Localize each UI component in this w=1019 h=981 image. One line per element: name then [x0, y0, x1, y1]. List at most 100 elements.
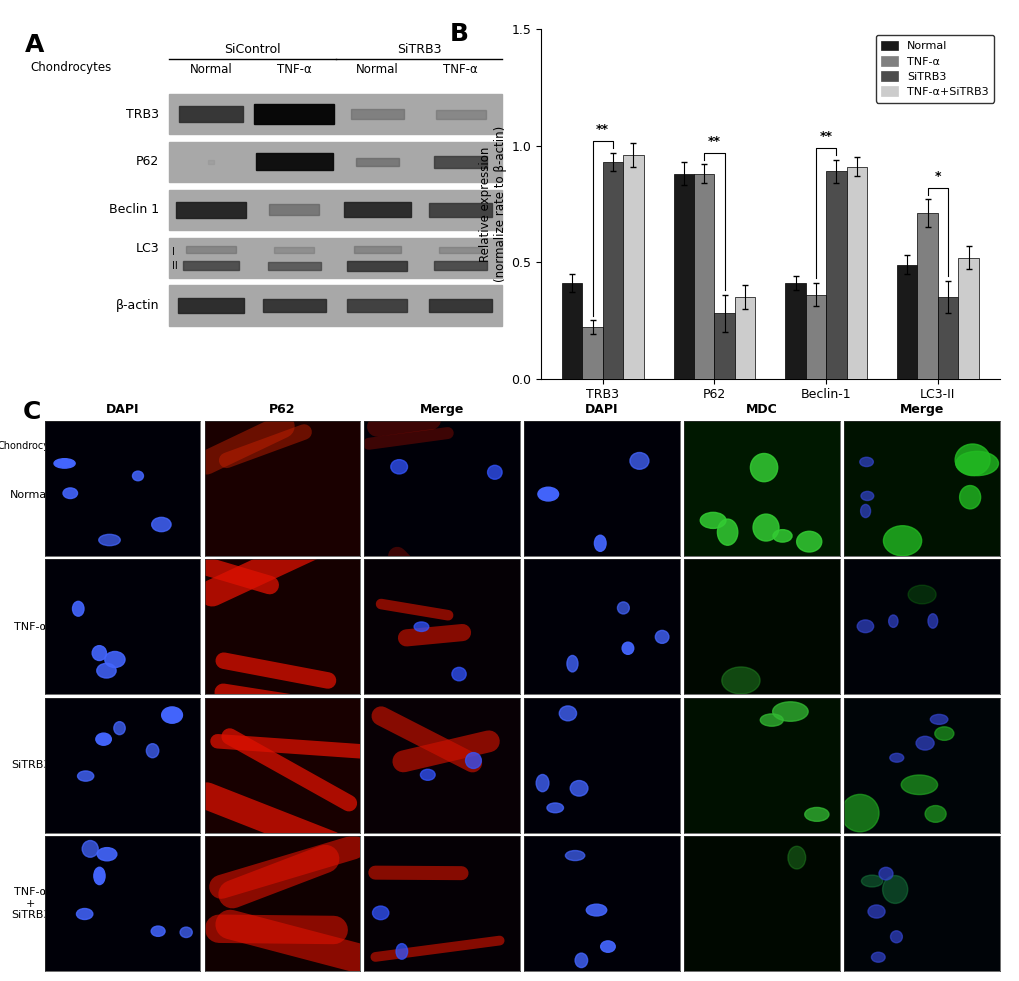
Ellipse shape [881, 876, 907, 904]
Bar [429, 298, 492, 312]
Text: Beclin 1: Beclin 1 [109, 203, 159, 216]
Ellipse shape [451, 667, 466, 681]
Ellipse shape [861, 875, 881, 887]
Ellipse shape [933, 727, 953, 741]
Ellipse shape [954, 444, 989, 476]
Text: Merge: Merge [420, 403, 464, 416]
Bar [561, 284, 582, 379]
Ellipse shape [882, 526, 921, 556]
Ellipse shape [63, 488, 77, 498]
Ellipse shape [372, 906, 388, 920]
Ellipse shape [927, 614, 936, 628]
Text: SiControl: SiControl [224, 42, 280, 56]
Bar [176, 202, 246, 218]
Ellipse shape [929, 714, 947, 724]
Ellipse shape [96, 733, 111, 746]
Ellipse shape [570, 781, 587, 797]
Ellipse shape [750, 453, 776, 482]
Bar [438, 246, 482, 252]
Ellipse shape [546, 803, 562, 812]
Bar [693, 174, 713, 379]
Ellipse shape [72, 601, 84, 616]
Ellipse shape [586, 904, 606, 916]
Ellipse shape [716, 519, 737, 545]
Bar [274, 246, 314, 252]
Bar [169, 237, 501, 278]
Ellipse shape [465, 752, 481, 768]
Ellipse shape [414, 622, 428, 632]
Text: MDC: MDC [745, 403, 777, 416]
Text: Merge: Merge [899, 403, 943, 416]
Bar [351, 109, 404, 119]
Bar [673, 174, 693, 379]
Ellipse shape [721, 667, 759, 694]
Ellipse shape [771, 701, 807, 721]
Ellipse shape [889, 753, 903, 762]
Bar [347, 299, 407, 312]
Ellipse shape [390, 460, 408, 474]
Ellipse shape [132, 471, 144, 481]
Text: SiTRB3: SiTRB3 [11, 760, 50, 770]
Ellipse shape [558, 706, 576, 721]
Ellipse shape [54, 459, 75, 468]
Bar [182, 261, 239, 270]
Bar [354, 246, 400, 253]
Bar [269, 204, 319, 216]
Bar [435, 110, 485, 119]
Text: TNF-α: TNF-α [443, 63, 478, 76]
Text: Normal: Normal [10, 490, 51, 500]
Ellipse shape [536, 774, 548, 792]
Ellipse shape [151, 926, 165, 936]
Bar [434, 156, 487, 168]
Ellipse shape [787, 847, 805, 869]
Text: II: II [172, 261, 177, 272]
Ellipse shape [565, 851, 584, 860]
Ellipse shape [955, 451, 998, 476]
Ellipse shape [907, 586, 935, 604]
Ellipse shape [890, 931, 902, 943]
Ellipse shape [841, 795, 878, 832]
Bar [582, 328, 602, 379]
Ellipse shape [114, 722, 125, 735]
Text: **: ** [819, 130, 832, 143]
Ellipse shape [860, 504, 870, 518]
Text: Chondrocytes: Chondrocytes [0, 441, 64, 451]
Bar [958, 258, 978, 379]
Ellipse shape [92, 645, 106, 660]
Bar [785, 284, 805, 379]
Text: TNF-α: TNF-α [14, 622, 47, 632]
Bar [343, 202, 411, 218]
Bar [262, 298, 325, 312]
Text: I: I [172, 247, 174, 257]
Ellipse shape [804, 807, 828, 821]
Ellipse shape [180, 927, 192, 938]
Ellipse shape [654, 631, 668, 644]
Bar [254, 104, 334, 125]
Bar [434, 261, 487, 270]
Bar [179, 107, 243, 122]
Ellipse shape [796, 532, 821, 552]
Text: TNF-α: TNF-α [276, 63, 312, 76]
Bar [734, 297, 754, 379]
Bar [208, 160, 214, 164]
Bar [896, 265, 916, 379]
Bar [846, 167, 866, 379]
Text: TRB3: TRB3 [126, 108, 159, 121]
Ellipse shape [772, 530, 792, 542]
Ellipse shape [924, 805, 946, 822]
Y-axis label: Relative expression
(normalize rate to β-actin): Relative expression (normalize rate to β… [479, 126, 506, 283]
Text: TNF-α
+
SiTRB3: TNF-α + SiTRB3 [11, 887, 50, 920]
Text: P62: P62 [269, 403, 296, 416]
Ellipse shape [600, 941, 614, 953]
Bar [177, 298, 245, 313]
Ellipse shape [395, 944, 408, 959]
Ellipse shape [630, 452, 648, 469]
Ellipse shape [97, 848, 117, 860]
Ellipse shape [99, 535, 120, 545]
Text: A: A [25, 33, 45, 57]
Ellipse shape [594, 536, 605, 551]
Ellipse shape [76, 908, 93, 919]
Ellipse shape [901, 775, 936, 795]
Ellipse shape [859, 457, 872, 467]
Text: DAPI: DAPI [585, 403, 619, 416]
